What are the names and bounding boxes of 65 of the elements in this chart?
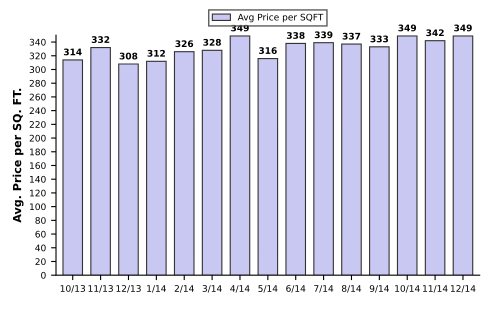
x-tick-label: 11/13 <box>88 285 113 293</box>
data-label: 337 <box>342 32 360 40</box>
y-tick-label: 100 <box>30 203 46 210</box>
bar <box>424 40 446 276</box>
bar <box>396 35 418 276</box>
x-tick-label: 7/14 <box>314 285 334 293</box>
bar <box>118 63 139 276</box>
data-label: 326 <box>175 40 194 48</box>
bar <box>341 44 362 276</box>
x-tick-label: 8/14 <box>342 285 362 293</box>
data-label: 308 <box>120 52 138 60</box>
x-tick-label: 4/14 <box>230 285 250 293</box>
x-tick-label: 11/14 <box>423 285 448 293</box>
data-label: 316 <box>259 47 277 54</box>
bar <box>452 35 474 276</box>
x-tick-label: 12/13 <box>116 285 141 293</box>
y-tick-label: 200 <box>30 134 46 142</box>
data-label: 349 <box>454 24 472 32</box>
y-tick-label: 40 <box>35 244 46 252</box>
y-tick-label: 80 <box>35 217 46 224</box>
x-tick-label: 10/14 <box>395 285 420 293</box>
bar <box>62 59 84 276</box>
x-tick-label: 9/14 <box>370 285 389 293</box>
data-label: 333 <box>370 36 388 42</box>
data-label: 342 <box>426 29 444 36</box>
bar <box>146 60 167 276</box>
bar <box>174 51 195 276</box>
x-tick-label: 12/14 <box>450 285 476 293</box>
data-label: 328 <box>203 38 221 46</box>
y-tick-label: 280 <box>30 80 46 87</box>
y-tick-label: 60 <box>35 230 46 238</box>
y-tick-label: 340 <box>30 38 46 46</box>
bar <box>90 46 111 276</box>
bar <box>258 58 278 276</box>
y-axis-title: Avg. Price per SQ. FT. <box>12 88 24 223</box>
bar <box>369 46 390 276</box>
x-tick-label: 3/14 <box>202 285 222 293</box>
y-tick-label: 260 <box>30 94 46 100</box>
legend-label: Avg Price per SQFT <box>238 14 324 22</box>
y-tick-label: 120 <box>30 190 46 196</box>
data-label: 339 <box>314 31 332 38</box>
x-tick-label: 1/14 <box>147 285 166 293</box>
bar <box>313 42 334 276</box>
y-tick-label: 220 <box>30 121 46 128</box>
x-tick-label: 2/14 <box>174 285 194 293</box>
y-tick-label: 160 <box>30 162 46 170</box>
y-tick-label: 300 <box>30 66 46 74</box>
data-label: 312 <box>148 50 165 57</box>
bar <box>202 50 222 276</box>
y-tick-label: 320 <box>30 52 46 60</box>
data-label: 314 <box>64 48 82 56</box>
data-label: 332 <box>92 36 110 44</box>
data-label: 349 <box>231 24 249 32</box>
y-tick-label: 0 <box>41 272 46 279</box>
x-tick-label: 10/13 <box>60 285 86 293</box>
x-tick-label: 6/14 <box>286 285 306 293</box>
data-label: 338 <box>286 32 305 39</box>
y-tick-label: 180 <box>30 148 46 156</box>
data-label: 349 <box>398 24 416 32</box>
y-tick-label: 20 <box>35 258 46 266</box>
x-tick-label: 5/14 <box>258 285 278 293</box>
bar <box>230 35 250 276</box>
bar <box>285 42 306 276</box>
y-tick-label: 240 <box>30 107 46 114</box>
y-tick-label: 140 <box>30 176 46 183</box>
